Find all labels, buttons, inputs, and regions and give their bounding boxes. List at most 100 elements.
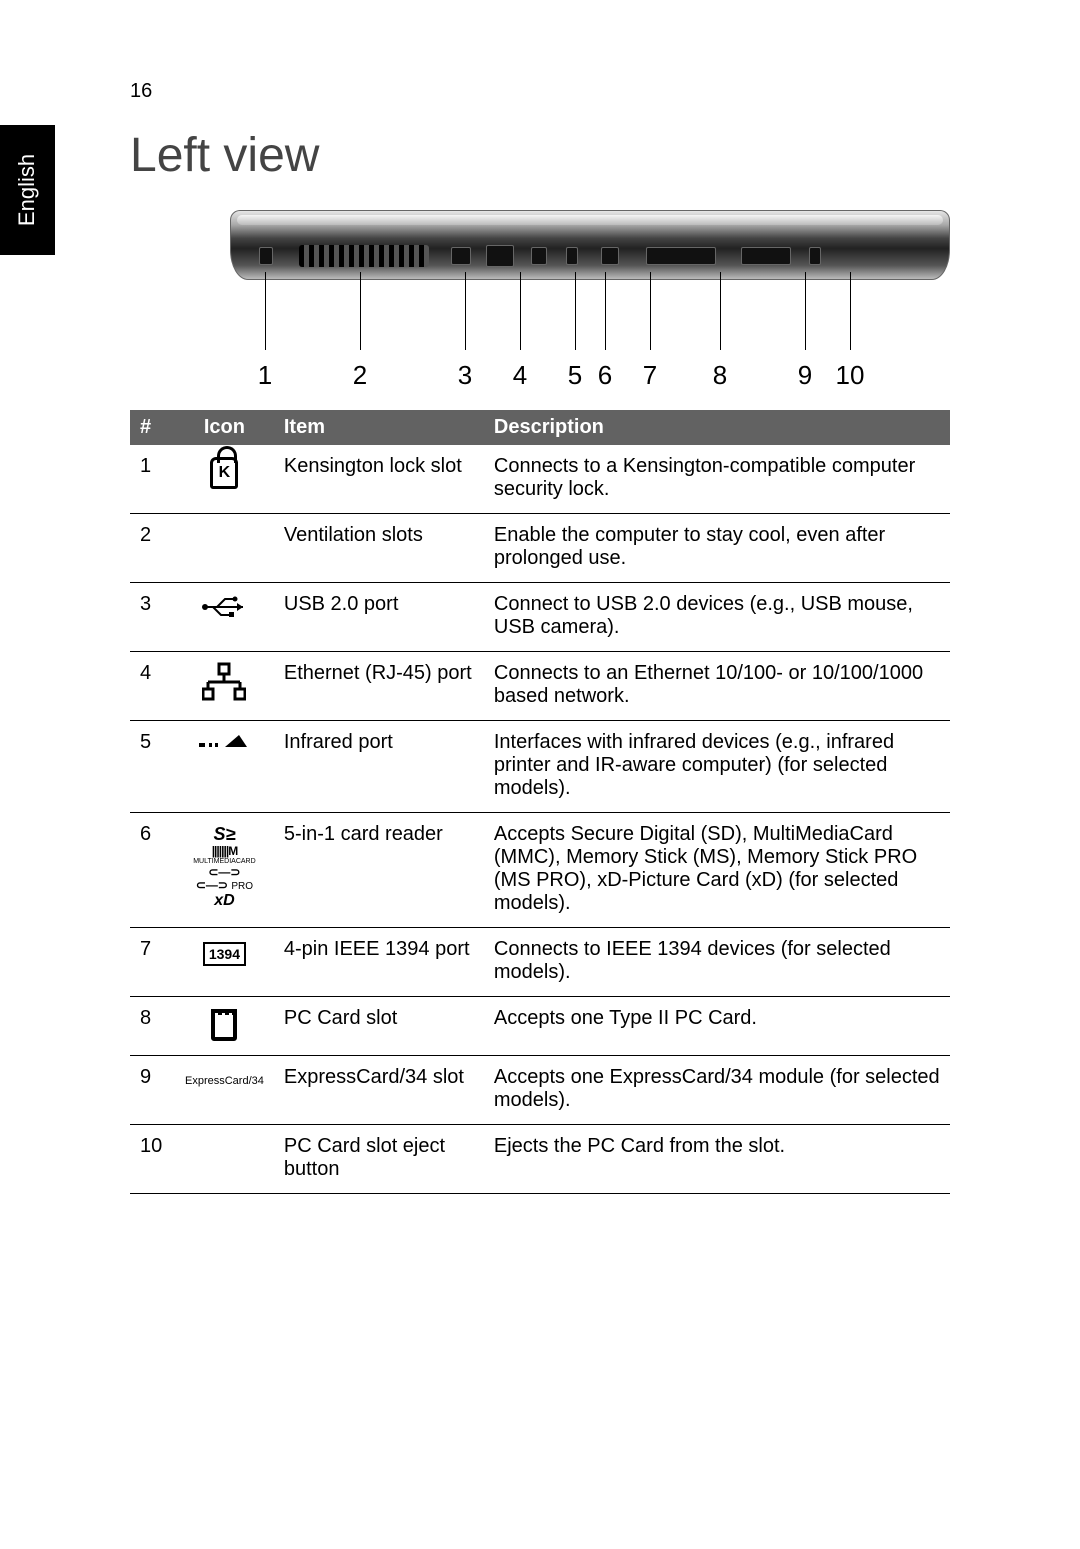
- expresscard-icon: ExpressCard/34: [185, 1076, 264, 1087]
- ethernet-icon: [202, 662, 246, 702]
- cell-num: 6: [130, 813, 175, 928]
- cell-desc: Accepts one ExpressCard/34 module (for s…: [484, 1056, 950, 1125]
- cell-item: Ventilation slots: [274, 514, 484, 583]
- th-item: Item: [274, 410, 484, 445]
- port-eth: [486, 245, 514, 267]
- cell-num: 7: [130, 928, 175, 997]
- cell-item: Ethernet (RJ-45) port: [274, 652, 484, 721]
- cell-icon: ExpressCard/34: [175, 1056, 274, 1125]
- table-row: 10 PC Card slot eject buttonEjects the PC…: [130, 1125, 950, 1194]
- language-tab-label: English: [15, 154, 41, 226]
- cell-item: 4-pin IEEE 1394 port: [274, 928, 484, 997]
- laptop-body: [230, 210, 950, 280]
- cell-item: Infrared port: [274, 721, 484, 813]
- kensington-lock-icon: [210, 457, 238, 489]
- language-tab: English: [0, 125, 55, 255]
- callout-line: [465, 272, 466, 350]
- cell-num: 9: [130, 1056, 175, 1125]
- th-desc: Description: [484, 410, 950, 445]
- port-eject: [809, 247, 821, 265]
- table-row: 6S≥|||||||MMULTIMEDIACARD⊂—⊃⊂—⊃ PROxD5-i…: [130, 813, 950, 928]
- cell-item: 5-in-1 card reader: [274, 813, 484, 928]
- port-express: [741, 247, 791, 265]
- ieee-1394-icon: 1394: [203, 942, 246, 966]
- callout-line: [265, 272, 266, 350]
- table-row: 2 Ventilation slotsEnable the computer to…: [130, 514, 950, 583]
- cell-num: 8: [130, 997, 175, 1056]
- cell-desc: Ejects the PC Card from the slot.: [484, 1125, 950, 1194]
- cell-num: 4: [130, 652, 175, 721]
- port-1394: [601, 247, 619, 265]
- left-view-diagram: 12345678910: [230, 200, 950, 380]
- table-row: 9 ExpressCard/34 ExpressCard/34 slotAccept…: [130, 1056, 950, 1125]
- cell-desc: Interfaces with infrared devices (e.g., …: [484, 721, 950, 813]
- table-row: 1 Kensington lock slotConnects to a Kensi…: [130, 445, 950, 514]
- th-icon: Icon: [175, 410, 274, 445]
- table-row: 8 PC Card slotAccepts one Type II PC Card…: [130, 997, 950, 1056]
- cell-icon: [175, 721, 274, 813]
- ports-table: # Icon Item Description 1 Kensington lock…: [130, 410, 950, 1194]
- cell-icon: [175, 514, 274, 583]
- table-row: 7 1394 4-pin IEEE 1394 portConnects to IEE…: [130, 928, 950, 997]
- table-row: 3 USB 2.0 portConnect to USB 2.0 devices …: [130, 583, 950, 652]
- port-pccard: [646, 247, 716, 265]
- callout-numbers: 1 2 3 4 567 8 9 10: [230, 360, 950, 390]
- callout-line: [650, 272, 651, 350]
- callout-number: 8: [713, 360, 727, 391]
- cell-desc: Accepts one Type II PC Card.: [484, 997, 950, 1056]
- callout-number: 4: [513, 360, 527, 391]
- cell-item: PC Card slot: [274, 997, 484, 1056]
- table-header-row: # Icon Item Description: [130, 410, 950, 445]
- cell-num: 1: [130, 445, 175, 514]
- cell-num: 5: [130, 721, 175, 813]
- cell-icon: [175, 1125, 274, 1194]
- cell-item: Kensington lock slot: [274, 445, 484, 514]
- cell-icon: [175, 652, 274, 721]
- usb-icon: [199, 593, 249, 621]
- cell-item: PC Card slot eject button: [274, 1125, 484, 1194]
- callout-number: 9: [798, 360, 812, 391]
- port-lock: [259, 247, 273, 265]
- callout-number: 7: [643, 360, 657, 391]
- cell-item: USB 2.0 port: [274, 583, 484, 652]
- callout-line: [805, 272, 806, 350]
- callout-number: 3: [458, 360, 472, 391]
- cell-desc: Enable the computer to stay cool, even a…: [484, 514, 950, 583]
- cell-desc: Connects to IEEE 1394 devices (for selec…: [484, 928, 950, 997]
- callout-line: [575, 272, 576, 350]
- callout-line: [520, 272, 521, 350]
- page-number: 16: [130, 80, 152, 103]
- callout-line: [850, 272, 851, 350]
- callout-number: 2: [353, 360, 367, 391]
- port-vent: [299, 245, 429, 267]
- callout-line: [720, 272, 721, 350]
- th-num: #: [130, 410, 175, 445]
- pc-card-icon: [211, 1009, 237, 1041]
- callout-number: 1: [258, 360, 272, 391]
- cell-item: ExpressCard/34 slot: [274, 1056, 484, 1125]
- cell-desc: Accepts Secure Digital (SD), MultiMediaC…: [484, 813, 950, 928]
- callout-line: [605, 272, 606, 350]
- port-ir: [531, 247, 547, 265]
- card-reader-icon: S≥|||||||MMULTIMEDIACARD⊂—⊃⊂—⊃ PROxD: [185, 825, 264, 910]
- laptop-lid: [237, 215, 943, 225]
- cell-num: 2: [130, 514, 175, 583]
- callout-number: 5: [568, 360, 582, 391]
- cell-icon: [175, 445, 274, 514]
- callout-number: 6: [598, 360, 612, 391]
- cell-desc: Connects to an Ethernet 10/100- or 10/10…: [484, 652, 950, 721]
- ports-strip: [281, 241, 899, 269]
- cell-num: 3: [130, 583, 175, 652]
- cell-icon: [175, 583, 274, 652]
- table-row: 5 Infrared portInterfaces with infrared d…: [130, 721, 950, 813]
- table-row: 4 Ethernet (RJ-45) portConnects to an Eth…: [130, 652, 950, 721]
- page-title: Left view: [130, 128, 319, 183]
- cell-desc: Connect to USB 2.0 devices (e.g., USB mo…: [484, 583, 950, 652]
- infrared-icon: [199, 731, 249, 751]
- port-card: [566, 247, 578, 265]
- cell-desc: Connects to a Kensington-compatible comp…: [484, 445, 950, 514]
- cell-icon: 1394: [175, 928, 274, 997]
- callout-line: [360, 272, 361, 350]
- callout-number: 10: [836, 360, 865, 391]
- cell-num: 10: [130, 1125, 175, 1194]
